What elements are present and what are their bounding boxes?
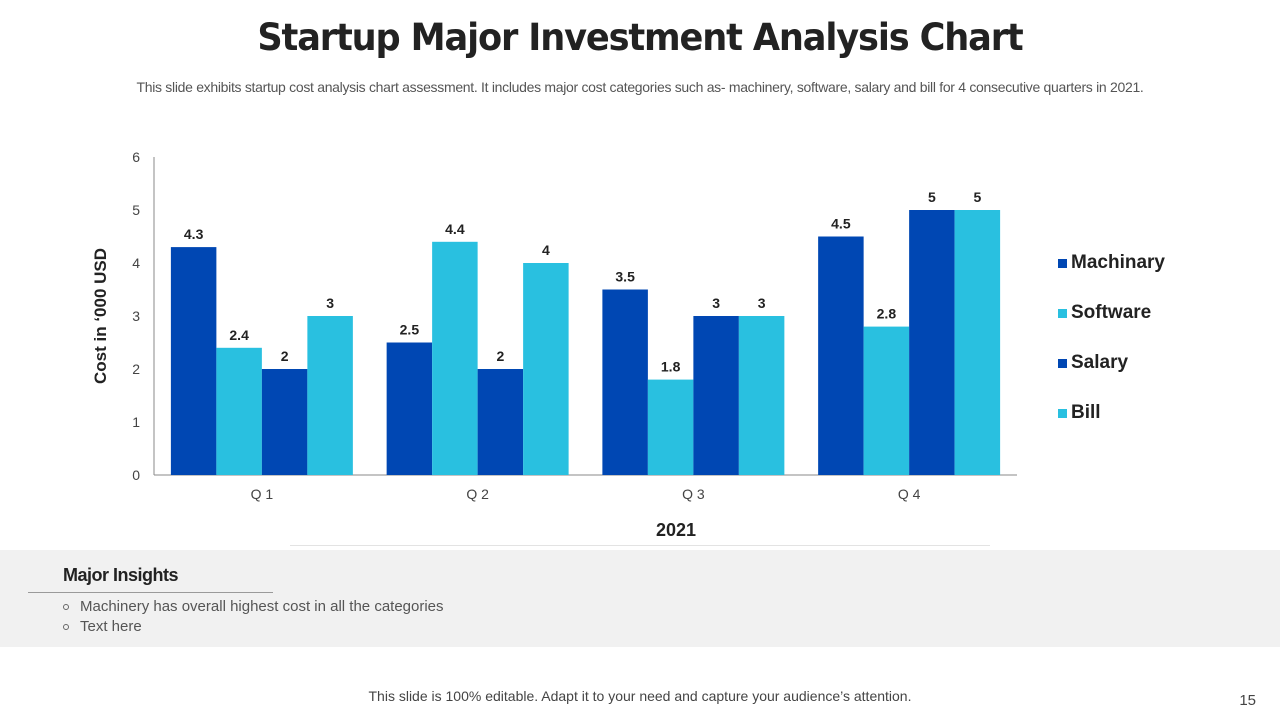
legend-label: Salary bbox=[1071, 352, 1129, 373]
slide-subtitle: This slide exhibits startup cost analysi… bbox=[136, 79, 1144, 95]
page-number: 15 bbox=[1239, 692, 1256, 709]
legend-label: Software bbox=[1071, 302, 1152, 323]
y-tick-label: 4 bbox=[132, 255, 140, 271]
data-label: 5 bbox=[973, 189, 981, 205]
y-tick-label: 0 bbox=[132, 467, 140, 483]
slide-footer: This slide is 100% editable. Adapt it to… bbox=[368, 688, 912, 704]
bar-bill bbox=[523, 263, 569, 475]
insight-text: Text here bbox=[80, 618, 142, 635]
legend-item: Software bbox=[1058, 288, 1151, 338]
data-label: 2.5 bbox=[400, 322, 420, 338]
insight-item: Machinery has overall highest cost in al… bbox=[63, 597, 444, 617]
y-tick-label: 3 bbox=[132, 308, 140, 324]
x-tick-label: Q 1 bbox=[251, 486, 274, 502]
bar-software bbox=[647, 379, 694, 475]
legend-item: Salary bbox=[1058, 338, 1128, 388]
y-tick-label: 2 bbox=[132, 361, 140, 377]
bar-machinary bbox=[386, 342, 433, 475]
circle-bullet-icon bbox=[63, 624, 69, 630]
insight-item: Text here bbox=[63, 617, 444, 637]
bar-bill bbox=[954, 210, 1001, 475]
bar-bill bbox=[738, 316, 785, 475]
legend-item: Machinary bbox=[1058, 238, 1165, 288]
bar-software bbox=[863, 326, 910, 475]
data-label: 2 bbox=[281, 348, 289, 364]
circle-bullet-icon bbox=[63, 604, 69, 610]
bar-machinary bbox=[818, 236, 864, 475]
data-label: 3 bbox=[758, 295, 766, 311]
bar-salary bbox=[909, 210, 955, 475]
bar-chart: 0 1 2 3 4 5 6 Cost in ‘000 USD 2021 4.3 2.4 2 3 Q 1 2.… bbox=[91, 149, 1017, 540]
bar-machinary bbox=[602, 289, 648, 475]
bar-salary bbox=[477, 369, 524, 475]
x-tick-label: Q 2 bbox=[466, 486, 489, 502]
legend-swatch-icon bbox=[1058, 258, 1067, 268]
bar-machinary bbox=[170, 247, 217, 475]
data-label: 3 bbox=[326, 295, 334, 311]
data-label: 3 bbox=[712, 295, 720, 311]
bar-bill bbox=[307, 316, 353, 475]
data-label: 2.4 bbox=[229, 327, 249, 343]
bar-software bbox=[432, 241, 478, 475]
data-label: 4.3 bbox=[184, 226, 204, 242]
bar-salary bbox=[261, 369, 308, 475]
legend-swatch-icon bbox=[1058, 308, 1067, 318]
data-label: 3.5 bbox=[615, 269, 635, 285]
insights-divider bbox=[28, 592, 273, 593]
y-axis-title: Cost in ‘000 USD bbox=[91, 248, 110, 384]
slide-title: Startup Major Investment Analysis Chart bbox=[257, 16, 1023, 59]
legend-label: Bill bbox=[1071, 402, 1101, 423]
bar-salary bbox=[693, 316, 739, 475]
insight-text: Machinery has overall highest cost in al… bbox=[80, 598, 444, 615]
insights-list: Machinery has overall highest cost in al… bbox=[63, 597, 444, 637]
data-label: 4.5 bbox=[831, 216, 851, 232]
data-label: 4.4 bbox=[445, 221, 465, 237]
data-label: 2.8 bbox=[877, 306, 897, 322]
x-axis-title: 2021 bbox=[656, 520, 696, 540]
data-label: 5 bbox=[928, 189, 936, 205]
x-tick-label: Q 4 bbox=[898, 486, 921, 502]
bar-software bbox=[216, 347, 262, 475]
legend-swatch-icon bbox=[1058, 408, 1067, 418]
y-tick-label: 6 bbox=[132, 149, 140, 165]
data-label: 1.8 bbox=[661, 359, 681, 375]
insights-panel: Major Insights Machinery has overall hig… bbox=[0, 550, 1280, 647]
insights-title: Major Insights bbox=[63, 565, 179, 585]
data-label: 4 bbox=[542, 242, 550, 258]
legend-item: Bill bbox=[1058, 388, 1101, 438]
legend-label: Machinary bbox=[1071, 252, 1165, 273]
legend-swatch-icon bbox=[1058, 358, 1067, 368]
divider-line bbox=[290, 545, 990, 546]
y-tick-label: 1 bbox=[132, 414, 140, 430]
data-label: 2 bbox=[496, 348, 504, 364]
x-tick-label: Q 3 bbox=[682, 486, 705, 502]
y-tick-label: 5 bbox=[132, 202, 140, 218]
